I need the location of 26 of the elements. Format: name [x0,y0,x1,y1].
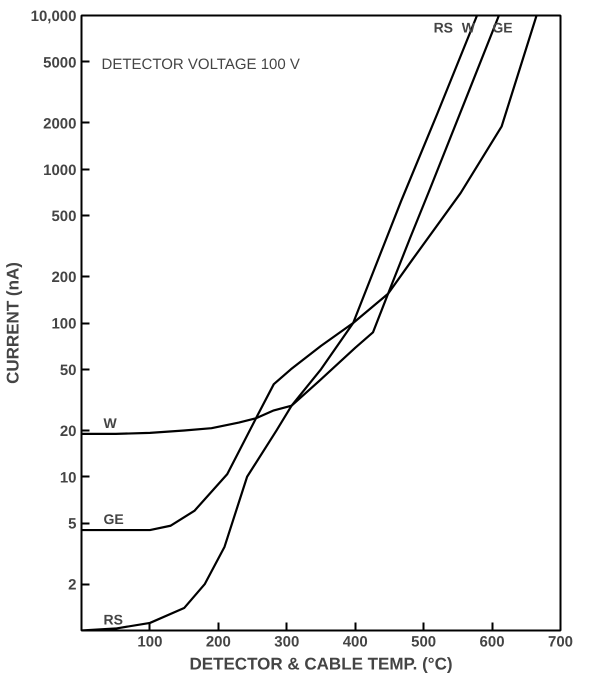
y-tick-label: 5 [68,516,76,533]
x-tick-label: 300 [274,634,300,650]
x-tick-label: 200 [206,634,231,650]
y-tick-label: 20 [60,422,77,440]
y-tick-label: 100 [51,316,77,332]
series-label: RS [104,612,123,628]
x-axis-title: DETECTOR & CABLE TEMP. (°C) [189,654,453,674]
y-tick-label: 10 [60,469,77,486]
y-tick-label: 5000 [43,54,77,72]
x-tick-label: 600 [480,634,505,650]
y-tick-label: 2 [68,576,76,594]
x-tick-label: 500 [411,634,436,650]
y-tick-label: 2000 [43,115,77,132]
y-axis-title: CURRENT (nA) [4,262,23,384]
legend-label: GE [104,511,124,528]
legend-label: W [104,414,118,431]
x-tick-label: 400 [342,634,368,650]
y-tick-label: 500 [51,208,77,226]
y-tick-label: 1000 [43,162,77,179]
y-tick-label: 50 [60,362,77,379]
annotation: DETECTOR VOLTAGE 100 V [102,56,300,74]
x-tick-label: 700 [548,634,574,650]
y-tick-label: 10,000 [30,8,77,25]
x-tick-label: 100 [137,634,162,650]
text: RS [434,20,454,36]
y-tick-label: 200 [51,269,77,286]
